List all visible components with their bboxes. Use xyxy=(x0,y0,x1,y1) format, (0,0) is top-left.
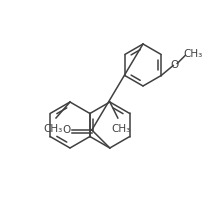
Text: O: O xyxy=(63,124,71,134)
Text: CH₃: CH₃ xyxy=(43,123,63,133)
Text: O: O xyxy=(170,60,178,70)
Text: CH₃: CH₃ xyxy=(111,123,131,133)
Text: CH₃: CH₃ xyxy=(184,49,203,59)
